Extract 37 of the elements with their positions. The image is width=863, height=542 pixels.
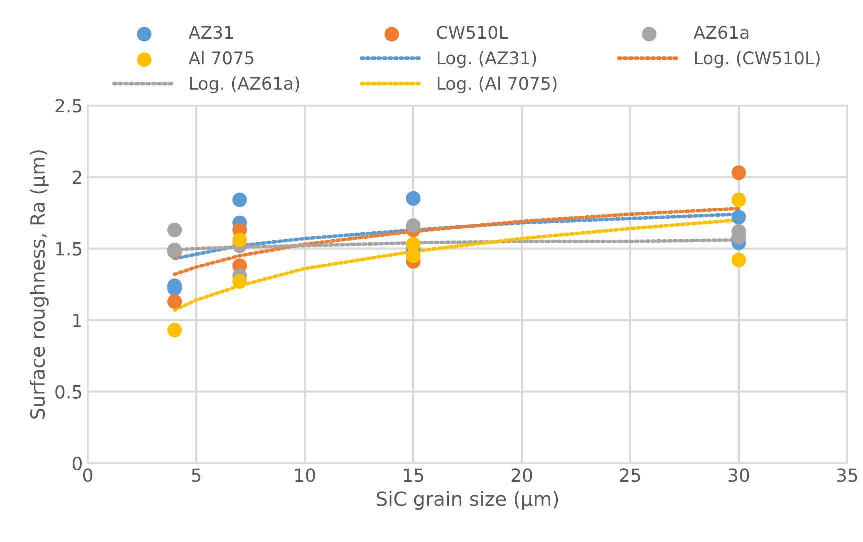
x-tick-label: 0 — [83, 468, 93, 482]
legend-label: Log. (Al 7075) — [438, 76, 557, 94]
point — [732, 192, 746, 208]
point — [168, 294, 182, 310]
legend-label: AZ61a — [694, 26, 749, 40]
point — [232, 232, 248, 248]
line-series — [173, 206, 741, 276]
y-tick-label: 2 — [73, 170, 82, 184]
legend-label: Log. (CW510L) — [695, 51, 820, 68]
y-tick-label: 2.5 — [56, 99, 82, 113]
x-axis-title: SiC grain size (µm) — [377, 491, 558, 510]
legend-label: Log. (AZ31) — [438, 51, 536, 68]
x-tick-label: 5 — [192, 468, 201, 482]
x-tick-label: 35 — [837, 468, 858, 482]
x-tick-label: 10 — [296, 468, 316, 482]
x-tick-label: 15 — [404, 468, 424, 482]
y-tick-label: 0.5 — [56, 385, 82, 399]
point — [732, 252, 746, 268]
legend-label: Log. (AZ61a) — [190, 76, 300, 94]
point — [732, 166, 746, 180]
legend-label: AZ31 — [188, 26, 234, 40]
point — [168, 222, 182, 238]
y-tick-label: 1 — [74, 314, 82, 328]
point — [406, 218, 421, 234]
y-axis-title: Surface roughness, Ra (µm) — [30, 150, 49, 419]
point — [168, 323, 182, 338]
y-tick-label: 1.5 — [56, 242, 82, 256]
y-tick-label: 0 — [72, 456, 82, 471]
point — [406, 191, 421, 206]
legend-label: Al 7075 — [188, 51, 254, 65]
x-tick-label: 20 — [512, 468, 532, 482]
point — [232, 192, 248, 208]
point — [732, 210, 746, 225]
x-tick-label: 30 — [728, 468, 750, 482]
point — [232, 274, 248, 289]
legend-label: CW510L — [437, 26, 508, 40]
x-tick-label: 25 — [620, 468, 640, 482]
